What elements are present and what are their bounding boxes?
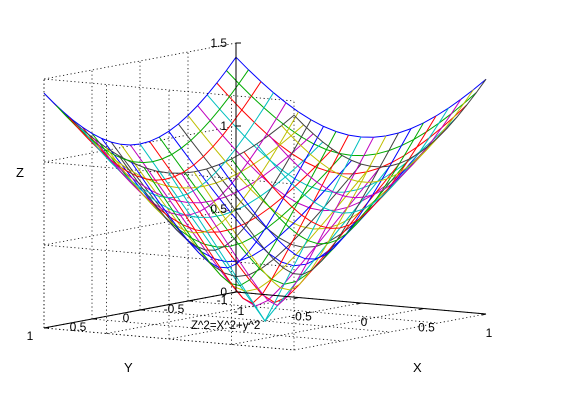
curve-along-y — [206, 132, 399, 276]
x-tick-label: 0 — [361, 315, 368, 329]
curve-along-y — [43, 56, 237, 146]
curve-layer — [43, 56, 487, 322]
curve-along-y — [281, 89, 474, 183]
curve-along-x — [206, 94, 458, 193]
gridline-y — [91, 318, 343, 342]
curve-along-y — [68, 81, 262, 181]
curve-along-y — [143, 131, 337, 287]
gridline-z — [43, 244, 295, 268]
x-tick-mark — [294, 297, 299, 299]
axis-frame — [43, 42, 487, 329]
curve-along-y — [231, 122, 424, 245]
x-tick-label: -1 — [234, 304, 245, 318]
curve-along-y — [81, 92, 274, 199]
y-tick-label: -0.5 — [164, 302, 185, 316]
curve-along-y — [56, 69, 249, 164]
tick-labels: 0 0.5 1 1.5 -1 -0.5 0 0.5 1 1 0.5 0 -0.5 -1 — [27, 36, 493, 343]
curve-along-x — [226, 70, 477, 157]
equation-annotation: Z^2=X^2+y^2 — [191, 320, 260, 332]
y-tick-label: -1 — [217, 293, 228, 307]
curve-along-y — [293, 78, 487, 168]
curve-along-x — [120, 144, 372, 292]
z-tick-label: 1 — [220, 119, 227, 133]
curve-along-x — [129, 144, 381, 307]
curve-along-y — [168, 136, 362, 322]
curve-along-y — [106, 111, 299, 234]
curve-along-y — [193, 135, 387, 291]
curve-along-y — [256, 107, 449, 214]
x-tick-label: 1 — [486, 326, 493, 340]
curve-along-x — [216, 82, 468, 175]
z-axis-label: Z — [16, 165, 24, 180]
curve-along-y — [218, 128, 412, 260]
y-axis-label: Y — [124, 360, 133, 375]
gridline-y — [187, 300, 439, 324]
gridline-y — [43, 327, 295, 351]
z-tick-label: 0.5 — [210, 202, 227, 216]
x-tick-label: -0.5 — [291, 310, 312, 324]
curve-along-y — [156, 134, 349, 304]
curve-along-y — [118, 119, 312, 251]
z-tick-label: 0 — [220, 285, 227, 299]
curve-along-y — [131, 126, 324, 269]
curve-along-y — [181, 137, 374, 307]
curve-along-y — [93, 102, 287, 216]
x-tick-mark — [481, 313, 487, 316]
curve-along-y — [243, 115, 437, 229]
curve-along-x — [82, 126, 333, 233]
y-tick-label: 1 — [27, 329, 34, 343]
z-tick-label: 1.5 — [210, 36, 227, 50]
x-tick-mark — [419, 308, 424, 310]
x-tick-mark — [356, 302, 362, 305]
x-axis-label: X — [413, 360, 422, 375]
y-tick-label: 0 — [123, 311, 130, 325]
x-tick-label: 0.5 — [418, 321, 435, 335]
y-tick-label: 0.5 — [70, 320, 87, 334]
curve-along-x — [53, 102, 304, 189]
gridline-z — [43, 78, 295, 102]
x-tick-mark — [231, 291, 237, 294]
grid-layer — [43, 42, 487, 351]
